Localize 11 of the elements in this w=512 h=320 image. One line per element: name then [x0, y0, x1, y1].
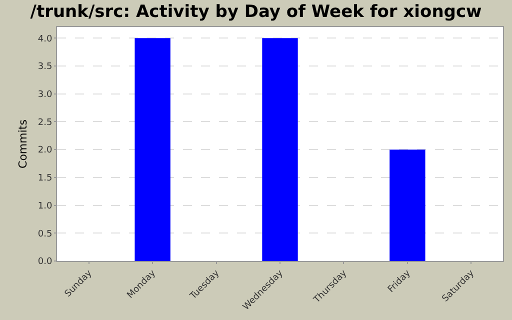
y-tick-label: 3.0	[38, 90, 52, 100]
y-axis-title: Commits	[16, 119, 30, 168]
y-tick-label: 3.5	[38, 62, 52, 72]
y-tick-label: 0.5	[38, 229, 52, 240]
y-tick-label: 0.0	[38, 257, 52, 268]
y-tick-label: 2.0	[38, 146, 52, 156]
chart-title: /trunk/src: Activity by Day of Week for xiongcw	[30, 2, 482, 22]
y-tick-label: 4.0	[38, 34, 52, 44]
y-tick-label: 1.5	[38, 174, 52, 184]
y-tick-label: 2.5	[38, 118, 52, 128]
y-tick-label: 1.0	[38, 201, 52, 212]
